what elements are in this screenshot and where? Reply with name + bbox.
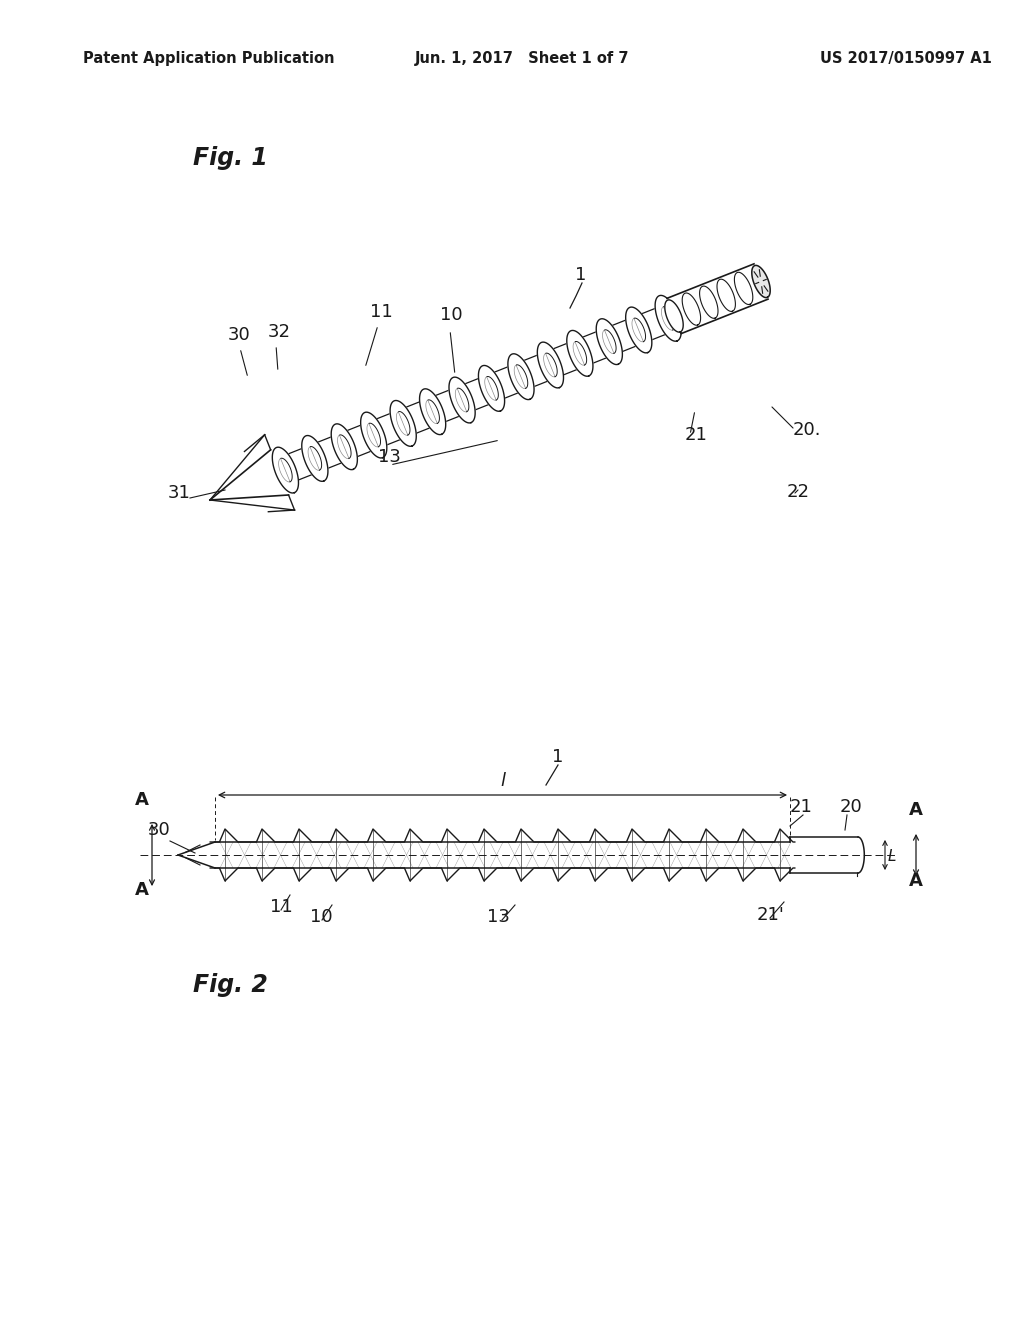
Polygon shape bbox=[655, 296, 681, 341]
Text: 11: 11 bbox=[370, 304, 393, 321]
Text: Fig. 2: Fig. 2 bbox=[193, 973, 268, 997]
Text: A: A bbox=[909, 801, 923, 818]
Text: A: A bbox=[909, 873, 923, 890]
Polygon shape bbox=[272, 447, 298, 492]
Polygon shape bbox=[682, 293, 700, 325]
Text: 11: 11 bbox=[270, 898, 293, 916]
Text: A: A bbox=[135, 880, 148, 899]
Polygon shape bbox=[665, 300, 683, 333]
Polygon shape bbox=[449, 378, 475, 422]
Polygon shape bbox=[626, 308, 652, 352]
Text: 13: 13 bbox=[487, 908, 510, 927]
Text: 30: 30 bbox=[228, 326, 251, 345]
Text: Fig. 1: Fig. 1 bbox=[193, 147, 268, 170]
Polygon shape bbox=[566, 330, 593, 376]
Text: 21: 21 bbox=[790, 799, 813, 816]
Polygon shape bbox=[699, 286, 718, 318]
Polygon shape bbox=[478, 366, 505, 412]
Polygon shape bbox=[360, 412, 387, 458]
Polygon shape bbox=[508, 354, 535, 400]
Text: 1: 1 bbox=[575, 267, 587, 284]
Text: l: l bbox=[500, 772, 505, 789]
Polygon shape bbox=[390, 400, 417, 446]
Text: 20: 20 bbox=[840, 799, 863, 816]
Text: 10: 10 bbox=[310, 908, 333, 927]
Text: Patent Application Publication: Patent Application Publication bbox=[83, 50, 335, 66]
Text: US 2017/0150997 A1: US 2017/0150997 A1 bbox=[820, 50, 992, 66]
Text: 20.: 20. bbox=[793, 421, 821, 440]
Text: L: L bbox=[888, 849, 896, 865]
Polygon shape bbox=[752, 265, 770, 297]
Polygon shape bbox=[717, 280, 735, 312]
Text: 21': 21' bbox=[757, 906, 784, 924]
Polygon shape bbox=[331, 424, 357, 470]
Text: 31: 31 bbox=[168, 484, 190, 502]
Text: 13: 13 bbox=[378, 447, 400, 466]
Text: A: A bbox=[135, 791, 148, 809]
Text: 1: 1 bbox=[552, 748, 563, 766]
Text: 10: 10 bbox=[440, 306, 463, 323]
Polygon shape bbox=[420, 389, 445, 434]
Polygon shape bbox=[734, 272, 753, 305]
Text: Jun. 1, 2017   Sheet 1 of 7: Jun. 1, 2017 Sheet 1 of 7 bbox=[415, 50, 630, 66]
Text: 30: 30 bbox=[148, 821, 171, 840]
Polygon shape bbox=[538, 342, 563, 388]
Text: 32: 32 bbox=[268, 323, 291, 341]
Polygon shape bbox=[302, 436, 328, 482]
Text: 22: 22 bbox=[787, 483, 810, 502]
Polygon shape bbox=[596, 318, 623, 364]
Text: 21: 21 bbox=[685, 426, 708, 444]
